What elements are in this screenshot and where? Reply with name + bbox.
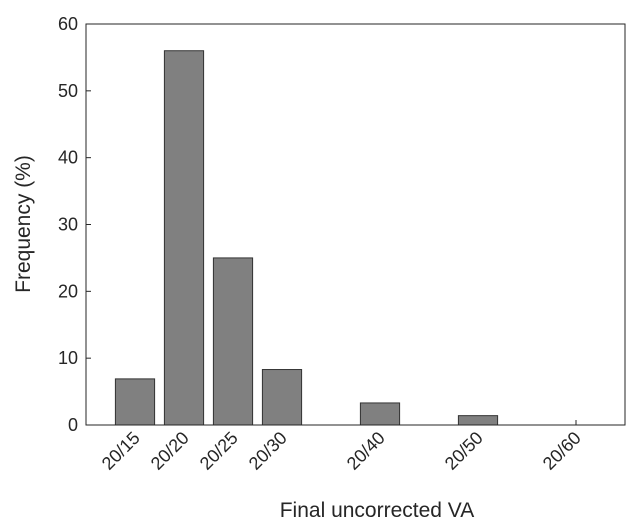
bar — [114, 378, 156, 426]
y-tick-label: 50 — [58, 81, 78, 101]
x-tick-label: 20/25 — [196, 428, 242, 474]
x-tick-label: 20/60 — [539, 428, 585, 474]
x-tick-label: 20/50 — [441, 428, 487, 474]
bar — [163, 50, 205, 426]
bar — [212, 257, 254, 426]
y-tick-label: 10 — [58, 348, 78, 368]
x-tick-label: 20/30 — [245, 428, 291, 474]
x-axis-label: Final uncorrected VA — [280, 499, 475, 522]
axes-box — [85, 23, 626, 426]
y-tick-label: 20 — [58, 281, 78, 301]
y-tick-label: 30 — [58, 215, 78, 235]
y-tick-label: 0 — [68, 415, 78, 435]
x-tick-label: 20/15 — [98, 428, 144, 474]
y-tick-label: 40 — [58, 148, 78, 168]
x-tick-label: 20/40 — [343, 428, 389, 474]
y-axis-label: Frequency (%) — [12, 155, 35, 293]
x-tick-label: 20/20 — [147, 428, 193, 474]
y-tick-label: 60 — [58, 14, 78, 34]
bar — [457, 415, 499, 426]
bar — [359, 402, 401, 426]
bar — [261, 369, 303, 426]
